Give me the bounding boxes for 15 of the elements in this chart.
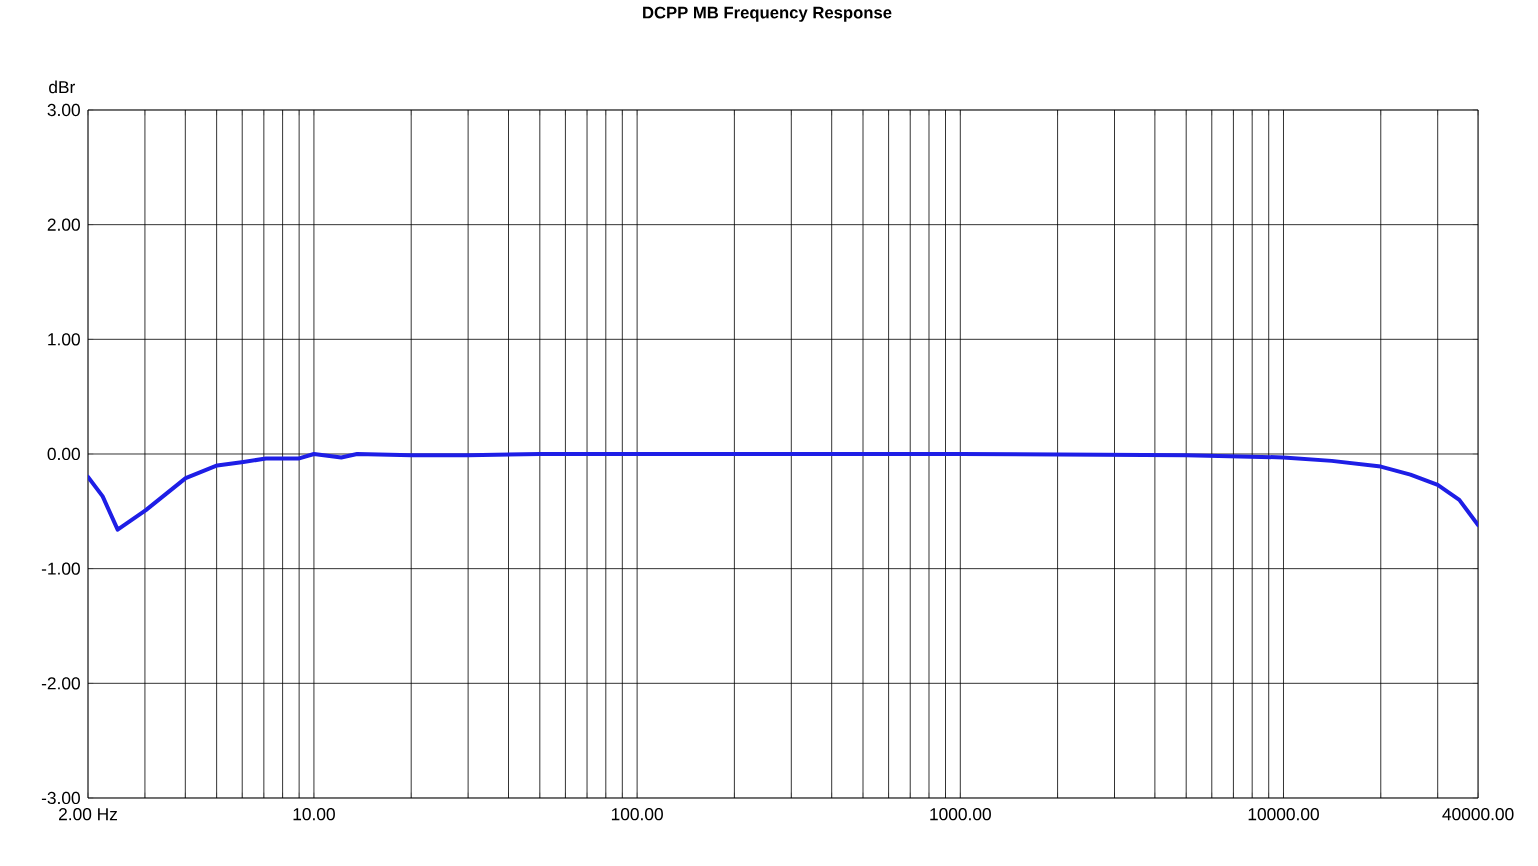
y-tick-label: -1.00 <box>41 562 80 575</box>
y-axis-title: dBr <box>49 80 75 94</box>
y-tick-label: 1.00 <box>48 333 80 346</box>
y-tick-label: -2.00 <box>41 677 80 690</box>
chart-title: DCPP MB Frequency Response <box>643 6 892 22</box>
y-tick-label: 3.00 <box>47 103 80 117</box>
y-tick-label: 2.00 <box>47 218 80 231</box>
y-tick-label: -3.00 <box>41 791 80 805</box>
x-tick-label: 1000.00 <box>930 808 991 821</box>
y-tick-label: 0.00 <box>47 447 80 461</box>
x-tick-label: 40000.00 <box>1442 808 1514 821</box>
x-tick-label: 10000.00 <box>1248 808 1319 821</box>
x-tick-label: 10.00 <box>293 808 335 821</box>
x-tick-label: 100.00 <box>611 808 663 821</box>
x-tick-label: 2.00 Hz <box>59 808 117 821</box>
